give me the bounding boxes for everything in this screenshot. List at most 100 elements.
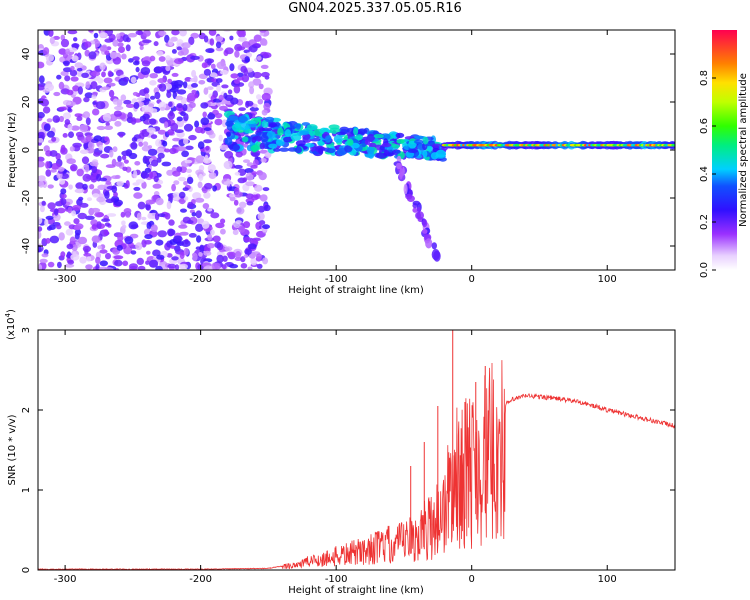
spectrogram-cell [85, 81, 90, 89]
spectrogram-cell [214, 118, 223, 126]
spectrogram-cell [74, 113, 83, 118]
spectrogram-cell [220, 218, 226, 224]
spectrogram-cell [98, 145, 104, 151]
spectrogram-cell [129, 233, 139, 239]
spectrogram-cell [207, 164, 216, 173]
spectrogram-cell [131, 137, 138, 142]
spectrogram-cell [184, 159, 193, 164]
spectrogram-cell [121, 154, 127, 161]
spectrogram-cell [262, 39, 268, 46]
spectrogram-cell [60, 71, 69, 76]
spectrogram-cell [68, 184, 73, 190]
spectrogram-cell [66, 89, 74, 96]
spectrogram-cell [253, 159, 259, 167]
spectrogram-cell [99, 32, 108, 38]
spectrogram-cell [225, 120, 234, 127]
spectrogram-cell [243, 236, 252, 243]
spectrogram-cell [422, 142, 428, 151]
spectrogram-cell [104, 267, 114, 270]
spectrogram-cell [230, 97, 239, 105]
spectrogram-cell [71, 43, 80, 49]
spectrogram-cell [74, 232, 80, 240]
spectrogram-cell [64, 221, 71, 226]
spectrogram-cell [243, 221, 251, 229]
spectrogram-cell [84, 92, 94, 99]
spectrogram-cell [197, 218, 205, 224]
spectrogram-cell [175, 95, 184, 101]
spectrogram-cell [205, 145, 210, 151]
spectrogram-cell [203, 68, 211, 76]
spectrogram-cell [67, 123, 73, 131]
snr-series-line [38, 360, 675, 570]
snr-scale-label: (x104) [4, 309, 17, 340]
spectrogram-cell [241, 136, 249, 143]
spectrogram-cell [221, 264, 227, 270]
spectrogram-cell [357, 128, 368, 135]
spectrogram-cell [396, 155, 402, 164]
spectrogram-x-label: Height of straight line (km) [288, 285, 424, 296]
spectrogram-cell [60, 251, 66, 258]
spectrogram-cell [79, 149, 89, 155]
spectrogram-cell [133, 169, 138, 179]
spectrogram-cell [431, 242, 437, 250]
spectrogram-cell [153, 41, 159, 47]
spectrogram-cell [104, 38, 113, 43]
y-tick-label: 3 [21, 327, 32, 333]
spectrogram-cell [208, 172, 217, 179]
spectrogram-cell [171, 49, 177, 54]
spectrogram-cell [174, 58, 184, 65]
spectrogram-cell [165, 65, 171, 72]
spectrogram-cell [258, 83, 264, 90]
spectrogram-cell [74, 62, 84, 69]
spectrogram-cell [253, 135, 263, 141]
spectrogram-cell [188, 36, 195, 46]
spectrogram-cell [83, 96, 90, 103]
spectrogram-cell [75, 182, 84, 190]
spectrogram-cell [56, 224, 62, 230]
spectrogram-cell [207, 58, 212, 66]
spectrogram-cell [142, 113, 150, 120]
spectrogram-cell [52, 213, 61, 222]
spectrogram-cell [77, 86, 83, 95]
spectrogram-cell [227, 89, 233, 95]
spectrogram-cell [156, 254, 165, 260]
spectrogram-cell [38, 245, 42, 253]
spectrogram-cell [132, 91, 139, 96]
spectrogram-cell [117, 233, 124, 242]
spectrogram-cell [215, 41, 222, 49]
spectrogram-cell [44, 218, 49, 227]
spectrogram-cell [218, 94, 224, 101]
spectrogram-cell [290, 134, 302, 141]
spectrogram-cell [256, 253, 263, 260]
spectrogram-cell [183, 196, 189, 201]
spectrogram-cell [324, 135, 332, 143]
spectrogram-cell [218, 134, 223, 142]
spectrogram-cell [96, 196, 106, 203]
spectrogram-cell [100, 153, 110, 159]
x-tick-label: -100 [325, 574, 348, 585]
spectrogram-cell [50, 163, 61, 170]
spectrogram-cell [671, 143, 675, 147]
spectrogram-cell [277, 127, 284, 136]
spectrogram-cell [308, 130, 316, 137]
spectrogram-cell [234, 171, 241, 176]
spectrogram-cell [208, 101, 217, 107]
spectrogram-cell [204, 265, 213, 270]
spectrogram-cell [176, 103, 183, 109]
spectrogram-cell [210, 63, 216, 70]
spectrogram-cell [114, 120, 122, 127]
spectrogram-cell [261, 109, 268, 116]
spectrogram-cell [67, 206, 73, 214]
spectrogram-cell [91, 71, 101, 77]
spectrogram-cell [279, 147, 290, 152]
spectrogram-cell [168, 39, 174, 47]
spectrogram-cell [299, 130, 310, 136]
spectrogram-cell [84, 132, 93, 137]
spectrogram-cell [148, 171, 154, 179]
spectrogram-cell [132, 56, 140, 61]
spectrogram-cell [422, 136, 429, 145]
spectrogram-cell [132, 182, 140, 186]
spectrogram-cell [421, 219, 428, 228]
spectrogram-cell [158, 56, 166, 62]
